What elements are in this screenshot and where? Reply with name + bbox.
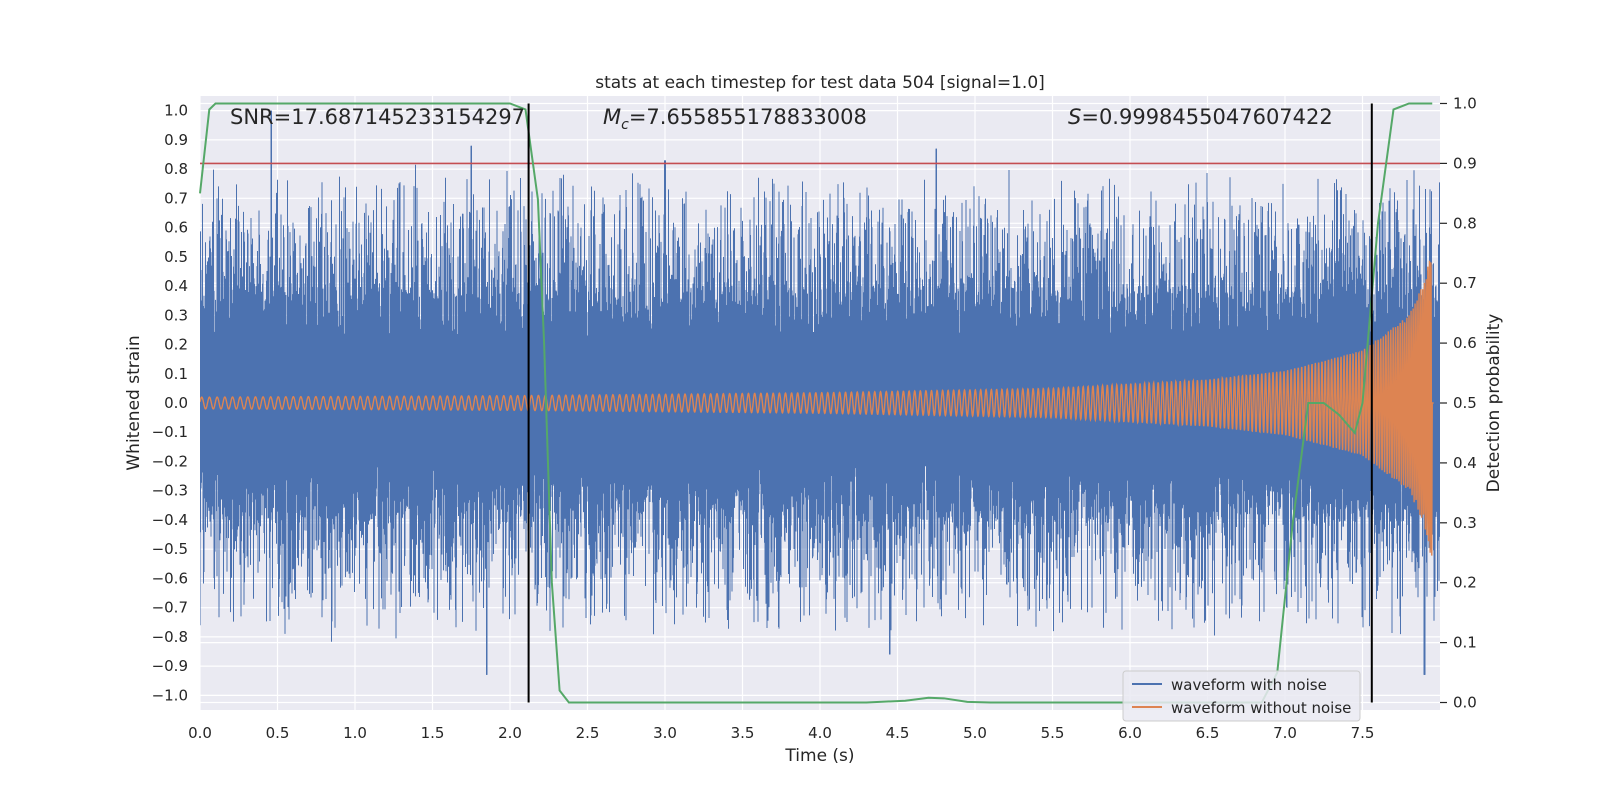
y-left-tick-label: 0.0 [164,394,188,412]
y-right-tick-label: 0.1 [1453,634,1477,652]
overlay-layer [199,102,1440,704]
x-tick-label: 0.0 [188,724,212,742]
x-axis-ticks: 0.0 0.5 1.0 1.5 2.0 2.5 3.0 3.5 4.0 4.5 5.0 5.5 6.0 6… [188,724,1374,742]
y-left-tick-label: −0.4 [152,511,188,529]
y-left-tick-label: 0.3 [164,306,188,324]
y-left-tick-label: −0.1 [152,423,188,441]
legend-box [1122,670,1361,722]
y-right-tick-label: 0.3 [1453,514,1477,532]
y-left-tick-label: 0.7 [164,189,188,207]
y-right-tick-label: 1.0 [1453,94,1477,112]
mc-symbol: M [603,105,621,129]
x-tick-label: 0.5 [266,724,290,742]
x-tick-label: 7.5 [1351,724,1375,742]
y-right-tick-label: 0.2 [1453,574,1477,592]
y-left-tick-label: −0.2 [152,452,188,470]
series-waveform-with-noise [200,110,1440,675]
y-left-tick-label: 0.5 [164,248,188,266]
series-layer [200,110,1440,675]
y-axis-left-ticks: 1.0 0.9 0.8 0.7 0.6 0.5 0.4 0.3 0.2 0.1 0.0 −0.1 −0.… [152,102,188,705]
x-tick-label: 6.0 [1118,724,1142,742]
x-tick-label: 1.0 [343,724,367,742]
x-tick-label: 3.5 [731,724,755,742]
y-left-tick-label: 0.4 [164,277,188,295]
x-tick-label: 4.5 [886,724,910,742]
y-axis-right-label: Detection probability [1484,314,1504,493]
mc-value: =7.655855178833008 [629,105,867,129]
s-symbol: S [1068,105,1081,129]
series-waveform-without-noise [200,260,1434,556]
x-tick-label: 4.0 [808,724,832,742]
legend: waveform with noise waveform without noi… [1122,670,1361,722]
x-tick-label: 2.5 [576,724,600,742]
y-left-tick-label: 1.0 [164,102,188,120]
y-left-tick-label: −0.9 [152,657,188,675]
s-annotation: S=0.9998455047607422 [1068,105,1333,129]
x-tick-label: 3.0 [653,724,677,742]
chart-title: stats at each timestep for test data 504… [595,73,1045,93]
y-right-tick-label: 0.5 [1453,394,1477,412]
y-left-tick-label: −0.3 [152,482,188,500]
y-right-tick-label: 0.6 [1453,334,1477,352]
series-detection-probability [199,102,1433,704]
legend-label-noisy: waveform with noise [1171,676,1327,694]
x-tick-label: 7.0 [1273,724,1297,742]
y-left-tick-label: 0.9 [164,131,188,149]
x-axis-label: Time (s) [784,746,854,766]
y-left-tick-label: −0.8 [152,628,188,646]
x-tick-label: 6.5 [1196,724,1220,742]
y-axis-right-ticks: 1.0 0.9 0.8 0.7 0.6 0.5 0.4 0.3 0.2 0.1 0.0 [1440,94,1477,712]
y-left-tick-label: 0.2 [164,336,188,354]
y-left-tick-label: −0.6 [152,569,188,587]
snr-annotation: SNR=17.687145233154297 [230,105,525,129]
y-axis-left-label: Whitened strain [124,335,144,470]
y-right-tick-label: 0.0 [1453,694,1477,712]
x-tick-label: 5.0 [963,724,987,742]
y-right-tick-label: 0.7 [1453,274,1477,292]
y-left-tick-label: −0.7 [152,599,188,617]
x-tick-label: 1.5 [421,724,445,742]
y-left-tick-label: 0.8 [164,160,188,178]
s-value: =0.9998455047607422 [1081,105,1332,129]
mc-annotation: Mc=7.655855178833008 [603,105,867,133]
y-left-tick-label: −0.5 [152,540,188,558]
y-left-tick-label: 0.6 [164,219,188,237]
mc-subscript: c [621,117,629,133]
x-tick-label: 5.5 [1041,724,1065,742]
y-left-tick-label: 0.1 [164,365,188,383]
y-right-tick-label: 0.4 [1453,454,1477,472]
x-tick-label: 2.0 [498,724,522,742]
y-left-tick-label: −1.0 [152,686,188,704]
y-right-tick-label: 0.9 [1453,154,1477,172]
legend-label-clean: waveform without noise [1171,699,1351,717]
y-right-tick-label: 0.8 [1453,214,1477,232]
